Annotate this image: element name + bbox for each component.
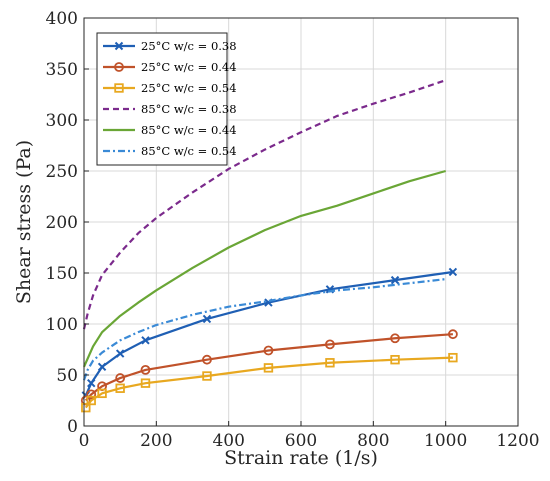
- series-line: [82, 79, 447, 330]
- data-point: [115, 373, 126, 383]
- x-tick-label: 800: [357, 431, 389, 451]
- series-4: [82, 79, 447, 330]
- legend-entry: 25°C w/c = 0.44: [103, 60, 237, 74]
- y-axis-ticks: 0 50 100 150 200 250 300 350 400: [46, 9, 89, 437]
- data-point: [325, 358, 335, 368]
- data-point: [140, 378, 151, 388]
- legend-entry: 25°C w/c = 0.38: [103, 39, 237, 53]
- x-axis-label: Strain rate (1/s): [224, 447, 378, 469]
- data-point: [141, 336, 150, 345]
- data-point: [115, 383, 125, 393]
- data-point: [263, 363, 274, 373]
- series-line: [82, 278, 446, 381]
- series-line: [82, 169, 446, 368]
- legend-label: 85°C w/c = 0.54: [141, 144, 237, 158]
- x-axis-ticks: 0 200 400 600 800 1000 1200: [79, 421, 540, 451]
- series-line: [84, 333, 453, 402]
- legend-label: 85°C w/c = 0.44: [141, 123, 237, 137]
- y-tick-label: 300: [46, 111, 78, 131]
- data-point: [448, 352, 458, 363]
- legend-entry: 85°C w/c = 0.44: [103, 123, 237, 137]
- series-1: [81, 267, 458, 400]
- data-point: [390, 275, 400, 285]
- series-line: [84, 270, 454, 396]
- legend-marker: [114, 41, 124, 51]
- y-tick-label: 350: [46, 60, 78, 80]
- data-point: [81, 402, 91, 413]
- data-point: [140, 364, 151, 375]
- x-tick-label: 1200: [496, 431, 539, 451]
- x-tick-label: 600: [285, 431, 317, 451]
- series-5: [82, 169, 446, 368]
- legend-marker: [114, 62, 124, 72]
- data-point: [325, 339, 335, 350]
- series-line: [84, 356, 453, 409]
- data-point: [202, 371, 212, 381]
- data-point: [202, 354, 212, 365]
- data-point: [115, 349, 125, 358]
- series-layer: [80, 79, 458, 413]
- y-tick-label: 100: [46, 315, 78, 335]
- y-tick-label: 400: [46, 9, 78, 29]
- legend-label: 25°C w/c = 0.54: [141, 81, 237, 95]
- legend: 25°C w/c = 0.38 25°C w/c = 0.44 25°C w/c =…: [96, 32, 237, 166]
- legend-entry: 85°C w/c = 0.38: [103, 102, 237, 116]
- data-point: [97, 362, 107, 372]
- legend-label: 85°C w/c = 0.38: [141, 102, 237, 116]
- series-3: [81, 352, 458, 413]
- data-point: [263, 345, 274, 356]
- y-tick-label: 250: [46, 162, 78, 182]
- data-point: [390, 333, 400, 344]
- x-tick-label: 1000: [424, 431, 467, 451]
- series-6: [82, 278, 446, 381]
- data-point: [390, 354, 400, 365]
- y-tick-label: 0: [67, 417, 78, 437]
- y-axis-label: Shear stress (Pa): [13, 140, 35, 304]
- data-point: [97, 388, 107, 399]
- data-point: [202, 314, 212, 324]
- data-point: [448, 267, 458, 277]
- x-tick-label: 200: [140, 431, 172, 451]
- data-point: [447, 329, 458, 340]
- x-tick-label: 0: [79, 431, 90, 451]
- legend-label: 25°C w/c = 0.44: [141, 60, 237, 74]
- y-tick-label: 200: [46, 213, 78, 233]
- data-point: [87, 378, 96, 388]
- y-tick-label: 150: [46, 264, 78, 284]
- legend-box: [96, 32, 228, 166]
- legend-entry: 85°C w/c = 0.54: [103, 144, 237, 158]
- x-tick-label: 400: [212, 431, 244, 451]
- data-point: [86, 389, 97, 400]
- legend-entry: 25°C w/c = 0.54: [103, 81, 237, 95]
- y-tick-label: 50: [56, 366, 78, 386]
- data-point: [86, 395, 96, 406]
- legend-label: 25°C w/c = 0.38: [141, 39, 237, 53]
- legend-marker: [114, 83, 124, 93]
